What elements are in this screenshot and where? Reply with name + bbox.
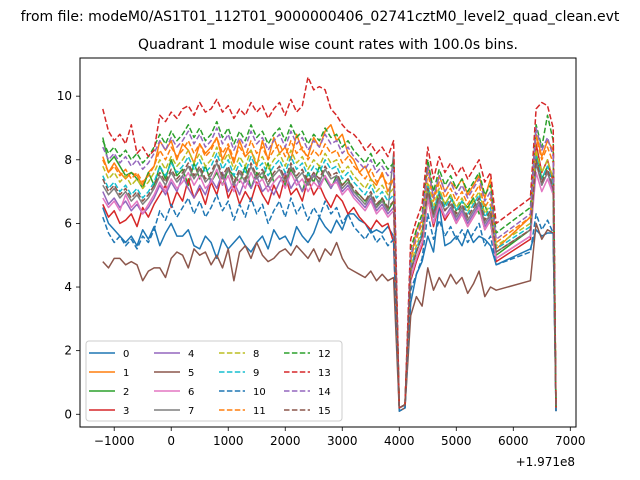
legend-label-11: 11 [253,406,266,417]
legend-label-5: 5 [188,368,194,379]
y-tick-label: 6 [64,216,72,230]
series-line-6 [102,168,557,409]
legend-box [85,340,343,422]
chart-title-file: from file: modeM0/AS1T01_112T01_90000004… [21,9,620,25]
legend-label-10: 10 [253,387,266,398]
x-tick-label: 0 [167,434,175,448]
y-tick-label: 10 [57,89,72,103]
legend-label-2: 2 [123,387,129,398]
series-line-7 [102,152,557,409]
series-line-0 [102,203,557,412]
x-tick-label: 2000 [270,434,301,448]
x-tick-label: 4000 [384,434,415,448]
legend-label-13: 13 [318,368,331,379]
x-offset-label: +1.971e8 [516,455,575,469]
series-line-8 [102,146,557,409]
series-line-14 [102,127,557,409]
legend-label-7: 7 [188,406,194,417]
x-tick-label: −1000 [94,434,135,448]
series-line-11 [102,136,557,409]
legend-label-1: 1 [123,368,129,379]
series-line-1 [102,124,557,409]
series-line-10 [102,194,557,412]
legend-label-14: 14 [318,387,331,398]
x-tick-label: 6000 [498,434,529,448]
chart-title: Quadrant 1 module wise count rates with … [138,37,518,53]
y-tick-label: 8 [64,153,72,167]
series-line-13 [102,76,557,409]
x-tick-label: 3000 [327,434,358,448]
x-tick-label: 1000 [213,434,244,448]
y-tick-label: 2 [64,344,72,358]
legend-label-8: 8 [253,349,259,360]
legend-label-6: 6 [188,387,194,398]
series-line-5 [102,222,557,412]
x-tick-label: 7000 [555,434,586,448]
series-line-15 [102,159,557,409]
series-line-12 [102,114,557,409]
plot-lines [102,76,557,412]
legend-label-4: 4 [188,349,194,360]
legend-label-12: 12 [318,349,331,360]
plot-frame [79,57,577,428]
legend-label-3: 3 [123,406,129,417]
x-axis: −1000 0 1000 2000 3000 4000 5000 6000 7000 [94,427,586,448]
legend-label-0: 0 [123,349,129,360]
y-tick-label: 4 [64,280,72,294]
x-tick-label: 5000 [441,434,472,448]
legend-label-9: 9 [253,368,259,379]
y-axis: 0 2 4 6 8 10 [57,89,80,421]
legend-label-15: 15 [318,406,331,417]
y-tick-label: 0 [64,407,72,421]
series-line-9 [102,152,557,409]
